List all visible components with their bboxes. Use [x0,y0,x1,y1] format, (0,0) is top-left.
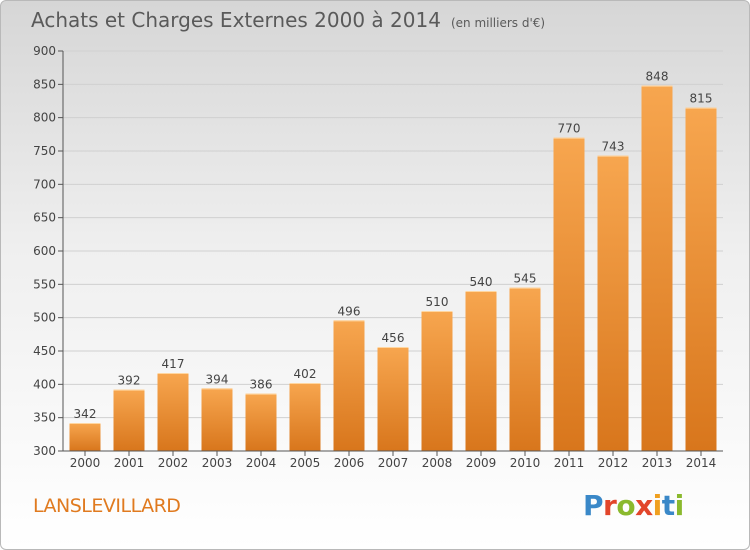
bar [509,287,541,451]
value-label: 392 [118,374,141,388]
y-tick-label: 500 [33,311,56,325]
labels: 300 350 400 450 500 550 600 650 700 750 800 850 900 3… [33,44,716,470]
value-label: 540 [470,275,493,289]
y-tick-label: 350 [33,411,56,425]
bar [157,373,189,451]
bar [465,291,497,451]
bar [69,423,101,451]
logo-letter: o [616,489,636,522]
x-tick-label: 2001 [114,456,145,470]
x-tick-label: 2003 [202,456,233,470]
x-tick-label: 2012 [598,456,629,470]
bar [641,85,673,452]
value-label: 848 [646,70,669,84]
chart-title-text: Achats et Charges Externes 2000 à 2014 [31,8,441,32]
chart-subtitle: (en milliers d'€) [450,16,546,30]
bar [421,311,453,451]
y-tick-label: 300 [33,444,56,458]
bar [685,107,717,452]
value-label: 510 [426,295,449,309]
x-tick-label: 2000 [70,456,101,470]
y-tick-label: 750 [33,144,56,158]
y-tick-label: 800 [33,111,56,125]
x-tick-label: 2009 [466,456,497,470]
bar [201,388,233,451]
proxiti-logo: Proxiti [583,489,684,522]
bar [553,137,585,451]
logo-letter: r [603,489,617,522]
y-tick-label: 850 [33,77,56,91]
y-tick-label: 700 [33,177,56,191]
y-tick-label: 900 [33,44,56,58]
value-label: 770 [558,122,581,136]
commune-name: LANSLEVILLARD [33,495,181,517]
bar [245,393,277,451]
value-label: 342 [74,407,97,421]
x-tick-label: 2008 [422,456,453,470]
logo-letter: i [674,489,685,522]
logo-letter: x [635,489,653,522]
value-label: 402 [294,367,317,381]
bar [113,389,145,451]
bar [333,320,365,451]
x-tick-label: 2002 [158,456,189,470]
x-tick-label: 2013 [642,456,673,470]
chart-title: Achats et Charges Externes 2000 à 2014 (e… [31,8,545,32]
x-tick-label: 2006 [334,456,365,470]
value-label: 496 [338,304,361,318]
y-tick-label: 400 [33,377,56,391]
bars [69,85,717,452]
x-tick-label: 2014 [686,456,717,470]
value-label: 386 [250,378,273,392]
value-label: 545 [514,272,537,286]
y-tick-label: 600 [33,244,56,258]
logo-letter: P [583,489,604,522]
x-tick-label: 2005 [290,456,321,470]
bar [377,347,409,451]
y-tick-label: 450 [33,344,56,358]
y-tick-label: 550 [33,277,56,291]
x-tick-label: 2004 [246,456,277,470]
x-tick-label: 2007 [378,456,409,470]
x-tick-label: 2010 [510,456,541,470]
y-tick-label: 650 [33,211,56,225]
value-label: 815 [690,92,713,106]
bar [597,155,629,451]
value-label: 417 [162,357,185,371]
value-label: 394 [206,372,229,386]
value-label: 743 [602,140,625,154]
axes [58,50,723,456]
bar [289,383,321,451]
logo-letter: t [661,489,675,522]
value-label: 456 [382,331,405,345]
x-tick-label: 2011 [554,456,585,470]
logo-letter: i [652,489,663,522]
